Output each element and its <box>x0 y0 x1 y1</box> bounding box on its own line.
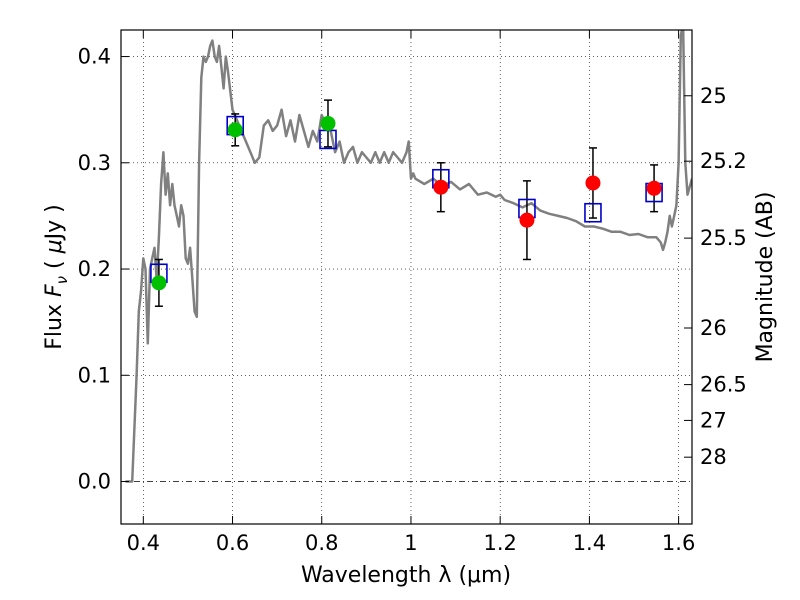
x-tick-labels: 0.4 0.6 0.8 1 1.2 1.4 1.6 <box>127 531 696 555</box>
y-tick-label: 0.3 <box>78 151 111 175</box>
nir-data-point <box>519 212 535 228</box>
magnitude-tick-label: 25.5 <box>700 226 747 250</box>
nir-data-point <box>585 175 601 191</box>
magnitude-axis-label: Magnitude (AB) <box>753 192 778 363</box>
x-tick-label: 1 <box>404 531 417 555</box>
magnitude-tick-label: 27 <box>700 408 727 432</box>
x-tick-label: 1.4 <box>573 531 606 555</box>
x-tick-label: 0.6 <box>216 531 249 555</box>
x-tick-label: 0.8 <box>305 531 338 555</box>
magnitude-tick-label: 25 <box>700 84 727 108</box>
y-tick-labels: 0.0 0.1 0.2 0.3 0.4 <box>78 45 111 494</box>
optical-data-point <box>227 122 243 138</box>
data-points <box>150 115 663 291</box>
x-tick-label: 1.6 <box>662 531 695 555</box>
y-axis-label: Flux Fν ( μJy ) <box>42 204 71 349</box>
model-band-square <box>584 202 602 223</box>
x-axis-label: Wavelength λ (μm) <box>301 563 511 588</box>
y-tick-label: 0.2 <box>78 257 111 281</box>
y-tick-label: 0.0 <box>78 470 111 494</box>
plot-background <box>121 30 692 524</box>
axis-ticks <box>121 30 692 524</box>
x-tick-label: 1.2 <box>483 531 516 555</box>
optical-data-point <box>320 115 336 131</box>
nir-data-point <box>646 180 662 196</box>
y-tick-label: 0.1 <box>78 363 111 387</box>
x-tick-label: 0.4 <box>127 531 160 555</box>
y-tick-label: 0.4 <box>78 45 111 69</box>
magnitude-tick-label: 25.2 <box>700 149 747 173</box>
magnitude-tick-labels: 25 25.2 25.5 26 26.5 27 28 <box>700 84 747 469</box>
magnitude-tick-label: 26.5 <box>700 373 747 397</box>
magnitude-tick-label: 28 <box>700 445 727 469</box>
optical-data-point <box>151 275 167 291</box>
magnitude-tick-label: 26 <box>700 316 727 340</box>
plot-frame <box>120 29 693 525</box>
nir-data-point <box>433 179 449 195</box>
